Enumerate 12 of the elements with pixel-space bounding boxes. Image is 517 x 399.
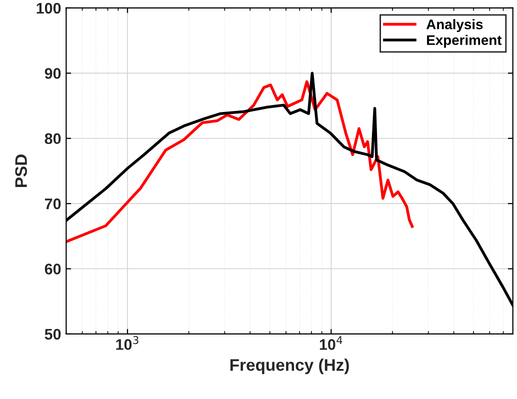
x-axis-title: Frequency (Hz) (230, 358, 349, 374)
y-tick-label: 70 (44, 198, 61, 210)
y-tick-label: 100 (36, 2, 61, 14)
x-tick-label: 10$^{3}$ (116, 336, 138, 350)
y-tick-label: 80 (44, 133, 61, 144)
x-tick-label: 10$^{4}$ (320, 336, 342, 350)
y-tick-label: 90 (44, 68, 61, 79)
legend-label: Analysis (426, 19, 483, 32)
y-axis-title: PSD (15, 154, 27, 187)
legend-label: Experiment (427, 34, 502, 48)
y-tick-label: 60 (44, 264, 61, 274)
y-tick-label: 50 (44, 328, 61, 340)
